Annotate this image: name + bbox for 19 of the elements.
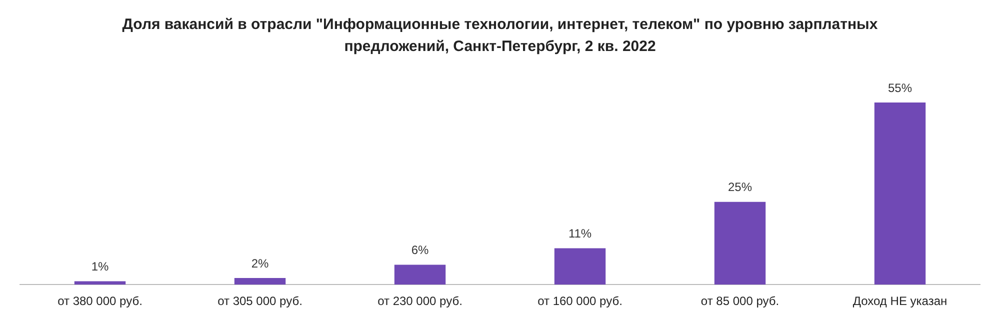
chart-title: Доля вакансий в отрасли "Информационные технологии, интернет, телеком" по уровню зарплатных предложений, Санкт-Петербург, 2 кв. 2022 (121, 15, 879, 57)
x-tick-label: от 85 000 руб. (700, 294, 780, 308)
bar (394, 264, 446, 285)
bar (874, 102, 926, 285)
data-label: 25% (728, 180, 752, 194)
data-label: 11% (568, 226, 592, 241)
bar (554, 248, 606, 285)
bar (234, 278, 286, 285)
x-tick-label: от 380 000 руб. (58, 294, 142, 308)
bar (714, 202, 766, 285)
data-label: 6% (411, 243, 429, 258)
data-label: 2% (251, 256, 269, 270)
x-tick-label: от 230 000 руб. (378, 294, 462, 308)
data-label: 1% (91, 260, 109, 274)
x-tick-label: от 160 000 руб. (538, 294, 622, 308)
x-tick-label: Доход НЕ указан (852, 294, 948, 308)
bar (74, 281, 126, 285)
x-tick-label: от 305 000 руб. (218, 294, 302, 308)
data-label: 55% (888, 80, 912, 95)
